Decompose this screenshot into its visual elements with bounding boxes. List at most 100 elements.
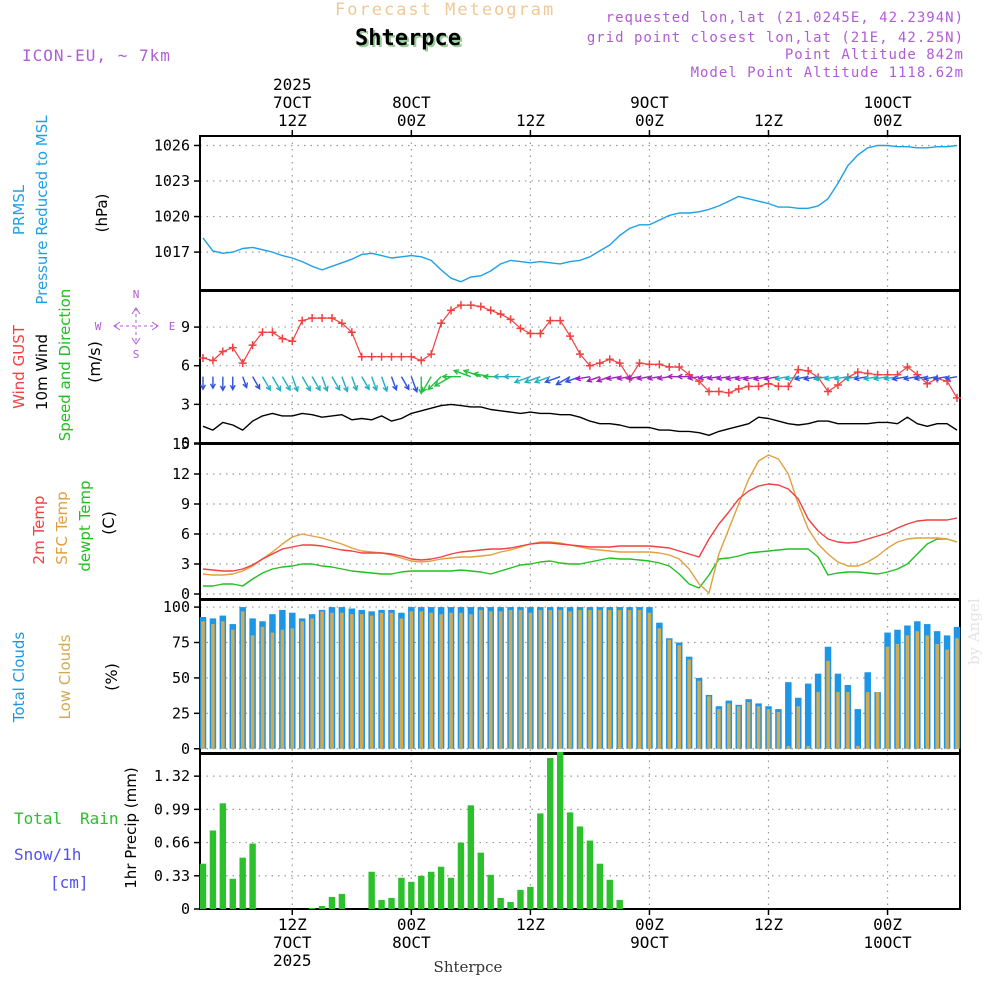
clouds-tick-label: 100 (163, 598, 190, 616)
wind-arrowhead (697, 374, 704, 381)
low-cloud-bar (201, 621, 205, 749)
compass-south: S (133, 348, 140, 361)
wind-arrowhead (492, 373, 499, 380)
low-cloud-bar (836, 692, 840, 749)
clouds-tick-label: 50 (172, 669, 190, 687)
wind-arrow (726, 375, 739, 380)
wind-arrow (874, 375, 888, 380)
compass-west: W (95, 320, 102, 333)
low-cloud-bar (389, 612, 394, 749)
low-cloud-bar (250, 635, 255, 749)
rain-bar (219, 803, 227, 909)
low-cloud-bar (300, 621, 304, 749)
wind-arrowhead (932, 375, 939, 382)
gust-marker (665, 363, 674, 371)
low-cloud-bar (330, 612, 334, 749)
bottom-time-label: 00Z (873, 915, 902, 934)
low-cloud-bar (766, 709, 771, 749)
bottom-time-label: 12Z (516, 915, 545, 934)
wind-tick-label: 6 (181, 357, 190, 375)
low-cloud-bar (806, 745, 810, 749)
pressure-tick-label: 1017 (154, 243, 190, 261)
wind-arrow (427, 376, 442, 390)
gust-marker (486, 306, 495, 315)
wind-arrowhead (372, 385, 378, 392)
gust-marker (327, 314, 336, 323)
rain-bar (338, 893, 346, 909)
wind-arrow (524, 376, 541, 383)
wind-arrow (351, 376, 358, 391)
top-time-label: 00Z (635, 111, 664, 130)
wind-arrowhead (482, 373, 489, 380)
wind-arrow (331, 376, 341, 391)
wind-arrow (410, 376, 418, 392)
gust-marker (337, 319, 346, 328)
grid-point-coords: grid point closest lon,lat (21E, 42.25N) (586, 30, 964, 46)
wind-arrow (824, 375, 839, 380)
wind-arrowhead (382, 386, 389, 393)
wind-arrowhead (686, 374, 694, 381)
wind-arrowhead (229, 384, 236, 392)
gust-marker (903, 363, 912, 371)
rain-bar (576, 826, 584, 909)
wind-arrow (301, 376, 311, 391)
wind-arrow (380, 376, 388, 392)
low-cloud-bar (875, 692, 880, 749)
low-cloud-bar (816, 692, 820, 749)
wind-tick-label: 9 (181, 318, 190, 336)
clouds-tick-label: 25 (172, 704, 190, 722)
low-cloud-bar (479, 609, 483, 749)
low-cloud-bar (211, 624, 215, 749)
wind-arrowhead (902, 375, 910, 382)
precip-snow-unit: [cm] (50, 873, 89, 892)
wind-arrow (453, 369, 472, 378)
wind-arrow (844, 375, 858, 380)
rain-bar (477, 852, 484, 909)
top-time-label: 2025 (273, 75, 312, 94)
wind-arrowhead (676, 373, 683, 380)
bottom-time-label: 00Z (397, 915, 426, 934)
gust-marker (258, 328, 267, 337)
low-cloud-bar (657, 628, 662, 749)
gust-marker (744, 382, 753, 391)
wind-arrowhead (441, 373, 448, 380)
wind-arrow (341, 376, 348, 392)
low-cloud-bar (350, 614, 354, 749)
low-cloud-bar (865, 692, 870, 749)
wind-arrow (923, 375, 938, 380)
low-cloud-bar (608, 609, 612, 749)
wind-arrowhead (305, 385, 311, 392)
wind-arrow (775, 375, 789, 380)
precip-tick-label: 0.33 (154, 867, 190, 885)
rain-bar (547, 758, 554, 909)
model-altitude: Model Point Altitude 1118.62m (690, 65, 964, 81)
rain-bar (487, 874, 494, 909)
wind-tick-label: 0 (181, 434, 190, 452)
wind-arrowhead (706, 374, 713, 381)
wind-arrow (261, 376, 271, 391)
pressure-line (202, 144, 958, 283)
low-cloud-bar (469, 614, 473, 749)
rain-bar (368, 871, 375, 909)
top-time-label: 7OCT (273, 93, 312, 112)
gust-marker (526, 329, 535, 338)
top-time-label: 9OCT (630, 93, 669, 112)
wind-arrowhead (891, 375, 898, 382)
rain-bar (427, 871, 435, 909)
low-cloud-bar (379, 612, 384, 749)
wind-arrow (400, 376, 410, 390)
rain-bar (398, 877, 405, 909)
gust-marker (585, 361, 594, 370)
low-cloud-bar (558, 609, 562, 749)
wind-arrowhead (275, 385, 282, 392)
wind-arrowhead (242, 382, 249, 389)
wind-arrow (764, 375, 779, 380)
low-cloud-bar (568, 611, 572, 749)
low-cloud-bar (231, 629, 235, 749)
wind-arrow (814, 375, 829, 380)
rain-bar (507, 901, 514, 909)
precip-tick-label: 0.99 (154, 800, 190, 818)
rain-bar (239, 857, 246, 909)
wind-arrow (637, 375, 650, 380)
wind-arrow (914, 375, 928, 380)
